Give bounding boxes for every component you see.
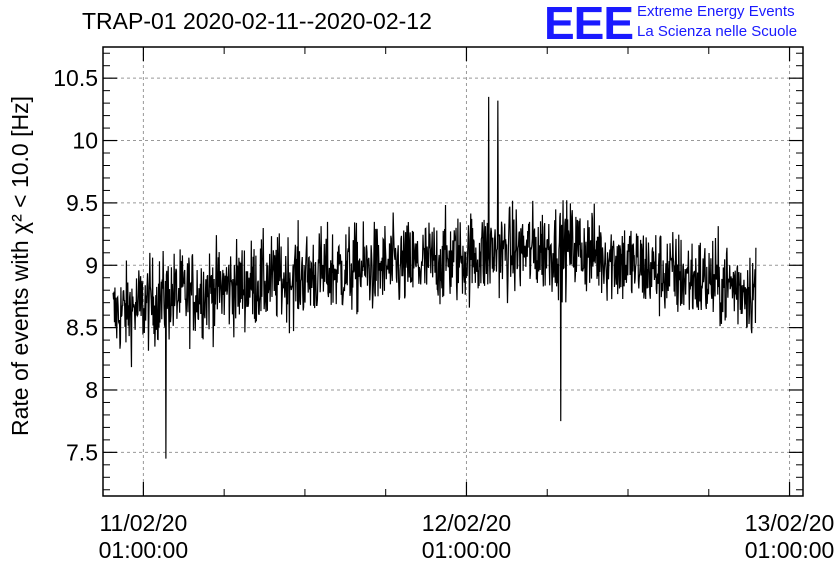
x-axis: 11/02/2001:00:0012/02/2001:00:0013/02/20… xyxy=(99,47,835,563)
y-tick-label: 10.5 xyxy=(53,65,98,91)
rate-series xyxy=(112,96,757,459)
x-tick-date-label: 12/02/20 xyxy=(422,510,512,536)
y-tick-label: 10 xyxy=(72,128,98,154)
x-tick-time-label: 01:00:00 xyxy=(745,537,835,563)
x-tick-date-label: 11/02/20 xyxy=(99,510,187,536)
y-tick-label: 9.5 xyxy=(66,190,98,216)
y-tick-label: 9 xyxy=(85,252,98,278)
y-axis-label: Rate of events with χ² < 10.0 [Hz] xyxy=(7,96,33,436)
y-tick-label: 7.5 xyxy=(66,439,98,465)
y-tick-label: 8.5 xyxy=(66,315,98,341)
y-tick-label: 8 xyxy=(85,377,98,403)
x-tick-time-label: 01:00:00 xyxy=(422,537,512,563)
logo-line-2: La Scienza nelle Scuole xyxy=(637,23,798,40)
plot-frame xyxy=(102,46,804,497)
eee-logo: EEE xyxy=(544,0,634,49)
x-tick-date-label: 13/02/20 xyxy=(745,510,835,536)
x-tick-time-label: 01:00:00 xyxy=(99,537,189,563)
series-line xyxy=(112,96,757,459)
y-axis: 7.5 8 8.5 9 9.5 10 10.5 xyxy=(53,52,803,491)
logo-line-1: Extreme Energy Events xyxy=(637,3,795,20)
chart-title: TRAP-01 2020-02-11--2020-02-12 xyxy=(82,8,432,34)
